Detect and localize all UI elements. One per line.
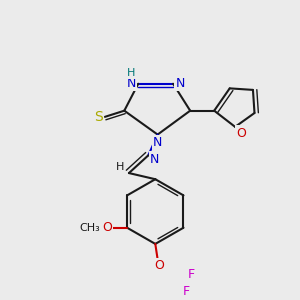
Text: N: N [176,77,185,90]
Text: H: H [127,68,136,78]
Text: N: N [150,153,159,166]
Text: O: O [236,127,246,140]
Text: N: N [127,77,136,90]
Text: O: O [102,221,112,234]
Text: F: F [183,285,190,298]
Text: H: H [116,162,124,172]
Text: O: O [154,259,164,272]
Text: S: S [94,110,103,124]
Text: N: N [153,136,162,149]
Text: CH₃: CH₃ [80,223,100,233]
Text: F: F [188,268,195,281]
